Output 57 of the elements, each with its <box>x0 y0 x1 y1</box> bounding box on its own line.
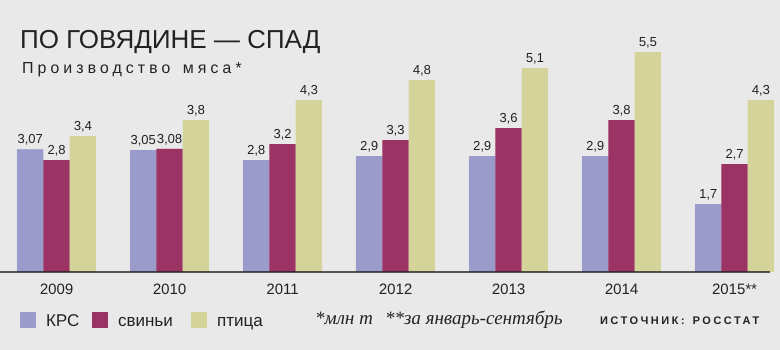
bar <box>242 160 270 272</box>
data-label: 1,7 <box>699 186 718 201</box>
bar <box>582 156 608 272</box>
data-label: 3,8 <box>612 102 631 117</box>
bar <box>43 160 70 272</box>
x-tick-label: 2009 <box>40 281 74 298</box>
x-tick-label: 2013 <box>492 281 526 298</box>
bar <box>408 80 436 272</box>
bar <box>182 120 210 272</box>
legend-label: птица <box>217 311 264 330</box>
data-label: 5,1 <box>526 50 544 65</box>
bar <box>70 136 96 272</box>
data-label: 2,9 <box>360 138 378 153</box>
x-tick-label: 2014 <box>604 281 638 298</box>
x-tick-label: 2011 <box>266 281 299 298</box>
bar <box>382 140 409 272</box>
bar <box>468 156 496 272</box>
data-label: 3,08 <box>156 130 182 146</box>
bar <box>156 148 183 272</box>
bar <box>634 52 662 272</box>
x-tick-label: 2012 <box>378 281 412 298</box>
bar <box>694 204 722 272</box>
data-label: 3,05 <box>130 132 156 147</box>
data-label: 2,7 <box>725 146 744 161</box>
bar <box>721 164 748 272</box>
legend-label: КРС <box>46 311 80 330</box>
text: Производство мяса* <box>22 60 246 77</box>
bar <box>356 156 382 272</box>
bar <box>16 149 44 272</box>
data-label: 3,4 <box>74 118 92 133</box>
data-label: 3,07 <box>17 131 43 146</box>
data-label: 3,8 <box>186 102 205 117</box>
bar <box>130 150 156 272</box>
bar <box>296 100 322 272</box>
data-label: 2,8 <box>47 142 66 157</box>
bar <box>269 144 296 272</box>
data-label: 2,9 <box>586 138 604 153</box>
data-label: 3,6 <box>499 110 518 125</box>
data-label: 5,5 <box>638 34 657 49</box>
data-label: 2,9 <box>473 138 492 153</box>
data-label: 4,8 <box>412 62 431 77</box>
x-tick-label: 2010 <box>152 281 186 298</box>
text: **за январь-сентябрь <box>385 308 563 329</box>
data-label: 4,3 <box>300 82 318 97</box>
bar <box>495 128 522 272</box>
bar <box>522 68 548 272</box>
x-tick-label: 2015** <box>712 281 758 298</box>
text: ИСТОЧНИК: РОССТАТ <box>600 315 762 327</box>
text: *млн т <box>315 308 373 329</box>
chart-title: ПО ГОВЯДИНЕ — СПАД <box>20 24 321 54</box>
bar <box>608 120 635 272</box>
bar <box>748 100 774 272</box>
legend-label: свиньи <box>118 311 173 330</box>
data-label: 3,2 <box>273 126 292 141</box>
data-label: 3,3 <box>386 122 405 137</box>
data-label: 2,8 <box>247 142 266 157</box>
data-label: 4,3 <box>752 82 770 97</box>
